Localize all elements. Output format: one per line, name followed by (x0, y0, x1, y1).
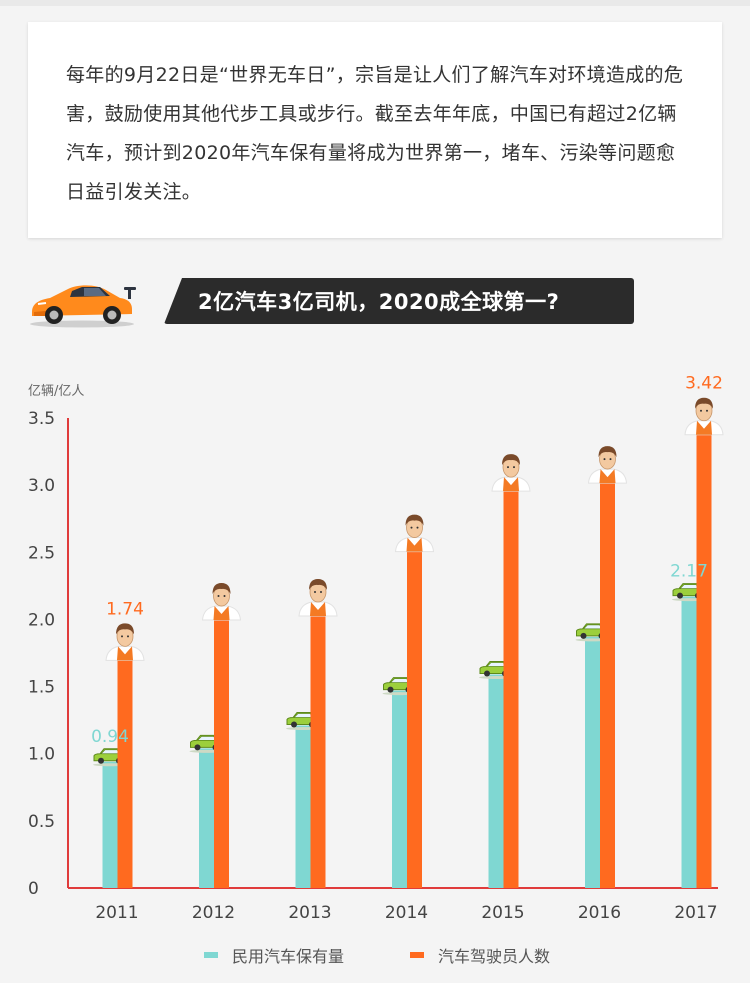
driver-eye (706, 409, 708, 412)
driver-avatar-icon (491, 454, 531, 492)
driver-avatar-icon (298, 579, 338, 617)
bar-cars (392, 690, 407, 888)
driver-eye (609, 458, 612, 461)
driver-shirt (394, 537, 435, 553)
driver-eye (513, 466, 515, 469)
car-wheel (580, 632, 587, 639)
driver-shirt (105, 645, 145, 661)
bar-drivers (600, 477, 615, 888)
y-tick-label: 3.5 (28, 409, 55, 429)
driver-vest (406, 537, 423, 552)
top-strip (0, 0, 750, 6)
driver-shirt (684, 420, 724, 436)
y-axis-unit-label: 亿辆/亿人 (28, 384, 84, 399)
driver-vest (213, 606, 230, 621)
driver-avatar-icon (394, 514, 435, 553)
driver-hair (695, 397, 713, 409)
bar-drivers (310, 610, 326, 888)
y-tick-label: 0 (28, 879, 39, 899)
legend-item-drivers: 汽车驾驶员人数 (410, 943, 550, 967)
data-label-cars: 2.17 (670, 562, 708, 582)
driver-vest (117, 646, 133, 661)
bar-drivers (407, 545, 422, 888)
intro-card: 每年的9月22日是“世界无车日”，宗旨是让人们了解汽车对环境造成的危害，鼓励使用… (28, 22, 722, 238)
bar-cars (102, 761, 118, 888)
car-wheel (484, 670, 490, 677)
car-wheel (677, 592, 683, 599)
driver-hair (598, 446, 617, 458)
x-tick-label: 2015 (481, 903, 524, 920)
driver-hair (309, 579, 327, 591)
x-tick-label: 2012 (192, 903, 235, 920)
bar-cars (295, 725, 311, 888)
legend-label-cars: 民用汽车保有量 (232, 947, 345, 966)
x-tick-label: 2017 (674, 903, 717, 920)
driver-avatar-icon (587, 446, 628, 484)
driver-hair (212, 583, 231, 595)
y-tick-label: 1.5 (28, 678, 55, 698)
driver-avatar-icon (105, 623, 145, 661)
bar-cars (585, 636, 600, 888)
y-tick-label: 2.5 (28, 543, 55, 563)
x-tick-label: 2013 (288, 903, 331, 920)
bar-chart: 亿辆/亿人 0 0.5 1.0 1.5 2.0 2.5 3.0 3.5 0.94 2.17 1.74 3… (28, 374, 724, 920)
legend-item-cars: 民用汽车保有量 (204, 943, 344, 967)
driver-eye (700, 409, 702, 412)
driver-eye (416, 526, 419, 529)
x-tick-label: 2016 (578, 903, 621, 920)
driver-shirt (587, 468, 628, 484)
section-title: 2亿汽车3亿司机，2020成全球第一? (164, 278, 634, 324)
section-header: 2亿汽车3亿司机，2020成全球第一? (26, 276, 634, 332)
y-tick-label: 0.5 (28, 812, 55, 832)
y-tick-label: 3.0 (28, 476, 55, 496)
driver-hair (405, 514, 424, 526)
driver-shirt (298, 601, 338, 617)
y-tick-label: 1.0 (28, 745, 55, 765)
driver-vest (310, 602, 326, 617)
driver-hair (116, 623, 134, 635)
data-label-drivers: 1.74 (106, 599, 144, 619)
driver-eye (320, 591, 322, 594)
bar-cars (199, 748, 214, 888)
y-tick-label: 2.0 (28, 610, 55, 630)
bar-drivers (696, 428, 712, 888)
x-tick-label: 2011 (95, 903, 138, 920)
driver-eye (223, 595, 226, 598)
driver-eye (314, 591, 316, 594)
driver-avatar-icon (684, 397, 724, 436)
bar-drivers (117, 654, 133, 888)
driver-vest (696, 420, 712, 435)
car-wheel (387, 686, 394, 693)
legend-swatch-cars (204, 952, 218, 958)
data-label-drivers: 3.42 (685, 374, 723, 394)
driver-hair (502, 454, 520, 466)
driver-avatar-icon (201, 583, 242, 621)
legend-swatch-drivers (410, 952, 424, 958)
driver-eye (127, 635, 129, 638)
bar-drivers (503, 485, 519, 888)
bar-drivers (214, 614, 229, 888)
car-wheel (194, 744, 201, 751)
intro-text: 每年的9月22日是“世界无车日”，宗旨是让人们了解汽车对环境造成的危害，鼓励使用… (66, 64, 684, 203)
driver-eye (507, 466, 509, 469)
driver-eye (121, 635, 123, 638)
legend: 民用汽车保有量 汽车驾驶员人数 (0, 943, 750, 967)
legend-label-drivers: 汽车驾驶员人数 (438, 947, 551, 966)
bar-cars (681, 596, 697, 888)
bar-cars (488, 674, 504, 888)
driver-vest (599, 469, 616, 484)
car-wheel (291, 721, 297, 728)
driver-eye (603, 458, 606, 461)
data-label-cars: 0.94 (91, 727, 129, 747)
car-wheel (98, 757, 104, 764)
orange-sports-car-icon (30, 285, 136, 328)
driver-eye (410, 526, 413, 529)
driver-eye (217, 595, 220, 598)
driver-shirt (491, 476, 531, 492)
driver-vest (503, 477, 519, 492)
driver-shirt (201, 605, 242, 621)
x-tick-label: 2014 (385, 903, 428, 920)
